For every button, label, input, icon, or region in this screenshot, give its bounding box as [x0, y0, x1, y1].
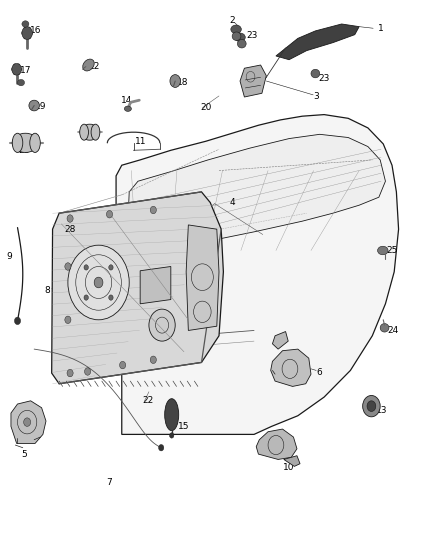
Text: 22: 22 [142, 397, 154, 405]
Polygon shape [17, 64, 21, 69]
Circle shape [84, 265, 88, 270]
Polygon shape [17, 69, 21, 75]
Polygon shape [52, 192, 223, 384]
Circle shape [109, 265, 113, 270]
Polygon shape [14, 64, 19, 69]
Text: 17: 17 [20, 66, 31, 75]
Ellipse shape [380, 324, 389, 332]
Ellipse shape [235, 33, 245, 42]
Text: 6: 6 [317, 368, 323, 376]
Ellipse shape [165, 399, 179, 431]
Ellipse shape [91, 124, 100, 140]
Circle shape [65, 263, 71, 270]
Polygon shape [116, 115, 399, 434]
Polygon shape [240, 65, 266, 97]
Ellipse shape [124, 106, 131, 111]
Text: 4: 4 [230, 198, 235, 207]
Ellipse shape [12, 133, 39, 152]
Text: 23: 23 [318, 75, 330, 83]
Polygon shape [128, 134, 385, 256]
Text: 1: 1 [378, 24, 384, 33]
Circle shape [363, 395, 380, 417]
Polygon shape [276, 24, 359, 60]
Text: 11: 11 [135, 137, 147, 146]
Text: 18: 18 [177, 78, 189, 87]
Ellipse shape [22, 21, 29, 27]
Circle shape [65, 316, 71, 324]
Text: 26: 26 [18, 146, 30, 155]
Text: 3: 3 [313, 92, 319, 101]
Circle shape [149, 309, 175, 341]
Polygon shape [271, 349, 311, 386]
Ellipse shape [237, 39, 246, 48]
Circle shape [367, 401, 376, 411]
Polygon shape [284, 456, 300, 466]
Circle shape [67, 369, 73, 377]
Polygon shape [140, 266, 171, 304]
Text: 27: 27 [87, 130, 99, 139]
Ellipse shape [170, 75, 180, 87]
Text: 16: 16 [30, 26, 42, 35]
Text: 25: 25 [386, 246, 398, 255]
Ellipse shape [311, 69, 320, 78]
Ellipse shape [83, 59, 94, 71]
Text: 28: 28 [64, 225, 76, 233]
Text: 9: 9 [7, 253, 13, 261]
Circle shape [68, 245, 129, 320]
Text: 10: 10 [283, 464, 295, 472]
Text: 13: 13 [376, 406, 388, 415]
Circle shape [14, 317, 21, 325]
Text: 2: 2 [230, 16, 235, 25]
Ellipse shape [80, 124, 88, 140]
Polygon shape [25, 28, 30, 33]
Polygon shape [11, 401, 46, 443]
Polygon shape [22, 33, 27, 38]
Ellipse shape [231, 25, 241, 34]
Ellipse shape [30, 133, 40, 152]
Ellipse shape [29, 100, 39, 111]
Ellipse shape [18, 79, 25, 86]
Circle shape [170, 433, 174, 438]
Ellipse shape [12, 133, 23, 152]
Text: 24: 24 [387, 326, 399, 335]
Ellipse shape [232, 32, 241, 41]
Ellipse shape [378, 246, 388, 255]
Circle shape [84, 295, 88, 300]
Text: 12: 12 [88, 62, 100, 71]
Circle shape [150, 356, 156, 364]
Polygon shape [256, 429, 297, 459]
Text: 19: 19 [35, 102, 46, 111]
Circle shape [109, 295, 113, 300]
Circle shape [85, 368, 91, 375]
Text: 8: 8 [44, 286, 50, 295]
Text: 23: 23 [246, 31, 258, 40]
Polygon shape [12, 69, 17, 75]
Polygon shape [27, 28, 32, 33]
Polygon shape [25, 33, 30, 38]
Circle shape [120, 361, 126, 369]
Polygon shape [22, 28, 27, 33]
Circle shape [24, 418, 31, 426]
Circle shape [94, 277, 103, 288]
Text: 15: 15 [178, 422, 190, 431]
Circle shape [159, 445, 164, 451]
Polygon shape [14, 69, 19, 75]
Text: 14: 14 [120, 96, 132, 104]
Polygon shape [27, 33, 32, 38]
Circle shape [106, 211, 113, 218]
Polygon shape [12, 64, 17, 69]
Circle shape [150, 206, 156, 214]
Text: 5: 5 [21, 450, 27, 458]
Ellipse shape [80, 124, 99, 140]
Text: 20: 20 [200, 103, 212, 112]
Text: 7: 7 [106, 478, 112, 487]
Polygon shape [186, 225, 219, 330]
Polygon shape [272, 332, 288, 349]
Circle shape [67, 215, 73, 222]
